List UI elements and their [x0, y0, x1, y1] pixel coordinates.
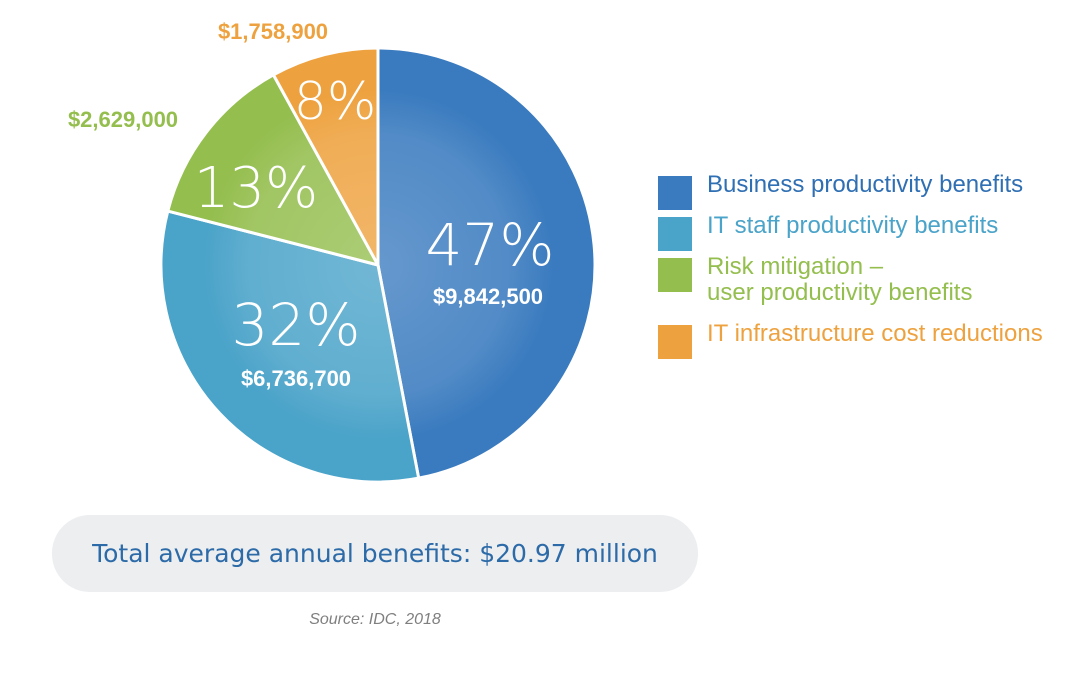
legend-label-it-infra: IT infrastructure cost reductions — [707, 320, 1043, 347]
legend-item-business: Business productivity benefits — [658, 171, 1078, 210]
source-note: Source: IDC, 2018 — [309, 611, 441, 628]
legend-swatch-risk — [658, 258, 692, 292]
legend-label-it-staff: IT staff productivity benefits — [707, 212, 999, 239]
slice-amount-risk: $2,629,000 — [68, 107, 178, 132]
legend-item-risk: Risk mitigation – user productivity bene… — [658, 254, 1078, 306]
legend-label-business: Business productivity benefits — [707, 171, 1024, 198]
pie-highlight — [203, 90, 553, 440]
slice-percent-it-infra: 8% — [294, 72, 377, 132]
slice-percent-business: 47% — [426, 211, 555, 279]
legend: Business productivity benefits IT staff … — [658, 172, 1078, 362]
slice-percent-risk: 13% — [194, 156, 318, 221]
legend-label-risk: Risk mitigation – user productivity bene… — [707, 253, 973, 306]
slice-amount-it-staff: $6,736,700 — [241, 366, 351, 391]
legend-swatch-it-staff — [658, 217, 692, 251]
legend-swatch-it-infra — [658, 325, 692, 359]
slice-amount-business: $9,842,500 — [433, 284, 543, 309]
slice-percent-it-staff: 32% — [232, 291, 361, 359]
slice-amount-it-infra: $1,758,900 — [218, 19, 328, 44]
total-benefits-text: Total average annual benefits: $20.97 mi… — [92, 539, 658, 568]
legend-item-it-staff: IT staff productivity benefits — [658, 212, 1078, 251]
total-benefits-banner: Total average annual benefits: $20.97 mi… — [52, 515, 698, 592]
legend-item-it-infra: IT infrastructure cost reductions — [658, 320, 1078, 359]
legend-swatch-business — [658, 176, 692, 210]
